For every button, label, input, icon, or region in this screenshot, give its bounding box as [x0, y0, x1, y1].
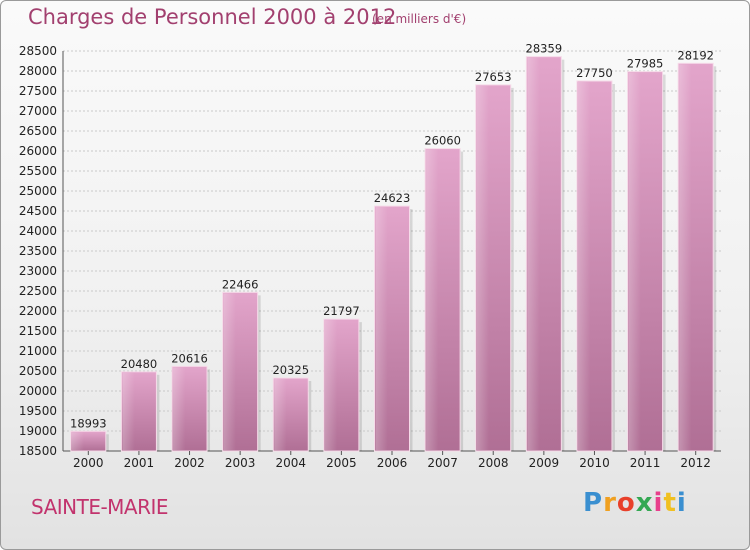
y-tick-label: 28500: [19, 44, 57, 58]
logo-letter: x: [635, 488, 654, 518]
x-tick-label: 2000: [73, 456, 104, 470]
data-label: 24623: [374, 191, 411, 205]
x-tick-label: 2008: [478, 456, 509, 470]
city-name: SAINTE-MARIE: [31, 495, 169, 519]
y-tick-label: 23500: [19, 244, 57, 258]
bars: [70, 56, 717, 452]
bar-highlight: [274, 379, 287, 450]
y-tick-label: 24500: [19, 204, 57, 218]
logo-letter: r: [603, 488, 617, 518]
proxiti-logo[interactable]: Proxiti: [583, 488, 687, 518]
bar-highlight: [577, 82, 591, 450]
data-label: 21797: [323, 304, 360, 318]
data-label: 20325: [272, 363, 309, 377]
y-tick-label: 20000: [19, 384, 57, 398]
bar-highlight: [173, 367, 186, 450]
bar-highlight: [122, 372, 135, 450]
data-label: 27985: [627, 57, 664, 71]
x-tick-label: 2003: [225, 456, 256, 470]
y-tick-label: 18500: [19, 444, 57, 458]
bar-highlight: [426, 149, 439, 450]
logo-letter: i: [676, 488, 687, 518]
logo-letter: P: [583, 488, 604, 518]
data-label: 28359: [526, 42, 563, 56]
data-label: 27653: [475, 70, 512, 84]
x-tick-label: 2011: [630, 456, 661, 470]
y-tick-label: 19000: [19, 424, 57, 438]
y-tick-label: 27500: [19, 84, 57, 98]
y-tick-label: 24000: [19, 224, 57, 238]
y-tick-label: 26500: [19, 124, 57, 138]
y-tick-label: 21500: [19, 324, 57, 338]
y-tick-label: 27000: [19, 104, 57, 118]
x-tick-label: 2006: [377, 456, 408, 470]
bar-highlight: [527, 57, 540, 450]
x-tick-label: 2002: [174, 456, 205, 470]
x-tick-label: 2012: [680, 456, 711, 470]
bar-highlight: [628, 72, 641, 450]
y-tick-label: 20500: [19, 364, 57, 378]
x-tick-label: 2007: [427, 456, 458, 470]
x-axis-ticks: 2000 2001 2002 2003 2004 2005 2006 2007 2008 2009…: [73, 451, 711, 470]
bar-highlight: [223, 293, 236, 450]
bar-highlight: [375, 207, 388, 450]
x-tick-label: 2005: [326, 456, 357, 470]
y-tick-label: 26000: [19, 144, 57, 158]
logo-letter: i: [653, 488, 664, 518]
data-label: 18993: [70, 416, 107, 430]
logo-letter: t: [663, 488, 677, 518]
y-tick-label: 22500: [19, 284, 57, 298]
y-tick-label: 22000: [19, 304, 57, 318]
chart-subtitle: (en milliers d'€): [372, 12, 467, 26]
data-label: 20616: [171, 351, 208, 365]
data-label: 28192: [677, 48, 714, 62]
y-tick-label: 25000: [19, 184, 57, 198]
y-axis: 18500 19000 19500 20000 20500 21000 21500 22000…: [19, 44, 721, 458]
data-label: 22466: [222, 277, 259, 291]
data-labels: 18993 20480 20616 22466 20325 21797 24623 26060…: [70, 42, 714, 431]
x-tick-label: 2010: [579, 456, 610, 470]
y-tick-label: 21000: [19, 344, 57, 358]
x-tick-label: 2004: [275, 456, 306, 470]
chart-title: Charges de Personnel 2000 à 2012: [28, 5, 397, 29]
data-label: 27750: [576, 66, 613, 80]
logo-letter: o: [616, 488, 636, 518]
y-tick-label: 25500: [19, 164, 57, 178]
data-label: 26060: [424, 134, 461, 148]
data-label: 20480: [121, 357, 158, 371]
x-tick-label: 2009: [529, 456, 560, 470]
bar-highlight: [324, 320, 338, 450]
y-tick-label: 23000: [19, 264, 57, 278]
bar-highlight: [476, 85, 489, 450]
y-tick-label: 19500: [19, 404, 57, 418]
bar-highlight: [679, 64, 692, 450]
x-tick-label: 2001: [124, 456, 155, 470]
bar-highlight: [71, 432, 85, 450]
y-tick-label: 28000: [19, 64, 57, 78]
